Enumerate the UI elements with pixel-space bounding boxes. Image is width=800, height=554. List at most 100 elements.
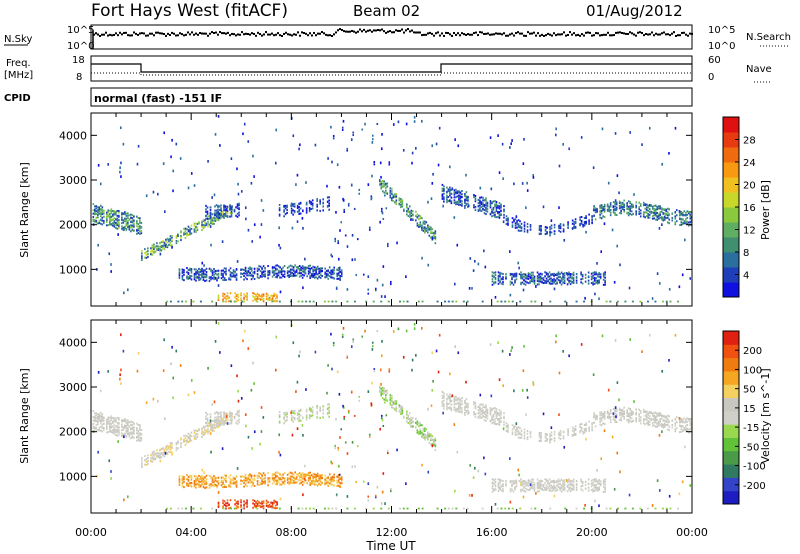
velocity-cell (608, 412, 610, 415)
noise-point (127, 34, 129, 37)
velocity-cell (213, 426, 215, 429)
velocity-cell (540, 436, 542, 439)
velocity-cell (491, 408, 493, 411)
velocity-cell (211, 476, 214, 479)
velocity-cell (632, 419, 635, 422)
velocity-cell (291, 481, 293, 484)
power-cell (229, 204, 231, 207)
velocity-cell (100, 418, 102, 421)
noise-point (103, 33, 105, 36)
power-cell (209, 225, 212, 228)
power-cell (656, 215, 659, 218)
velocity-cell (284, 414, 287, 417)
velocity-cell (594, 425, 597, 428)
power-cell (602, 215, 604, 218)
velocity-cell (433, 443, 435, 446)
noise-point (629, 31, 631, 34)
power-cell (430, 226, 432, 229)
colorbar-tick-label: 4 (743, 271, 749, 282)
power-cell (220, 213, 222, 216)
velocity-cell (127, 423, 129, 426)
velocity-cell (125, 419, 128, 422)
velocity-cell (282, 473, 284, 476)
velocity-cell (162, 451, 164, 454)
power-cell (291, 226, 294, 230)
power-cell (544, 279, 546, 282)
power-cell (184, 230, 187, 233)
velocity-cell (313, 483, 316, 486)
velocity-cell (265, 504, 268, 507)
power-cell (340, 221, 343, 224)
power-cell (668, 222, 671, 225)
velocity-cell (145, 463, 148, 466)
velocity-cell (215, 422, 218, 425)
power-cell (133, 222, 135, 225)
power-cell (225, 278, 227, 281)
power-cell (529, 276, 532, 280)
power-cell (465, 191, 468, 194)
velocity-cell (419, 432, 422, 435)
power-cell (626, 202, 628, 205)
velocity-cell (222, 476, 224, 479)
power-cell (171, 138, 173, 142)
power-cell (335, 287, 338, 290)
velocity-cell (253, 474, 256, 477)
power-cell (558, 226, 560, 229)
power-cell (427, 231, 429, 234)
power-cell (451, 300, 454, 303)
power-cell (278, 203, 281, 206)
velocity-cell (273, 507, 275, 510)
noise-point (413, 31, 415, 34)
velocity-cell (97, 416, 99, 419)
velocity-cell (450, 395, 453, 398)
power-cell (331, 276, 334, 279)
power-cell (137, 144, 140, 148)
power-cell (350, 183, 353, 186)
power-cell (112, 215, 114, 218)
power-cell (569, 283, 572, 286)
power-cell (230, 208, 233, 211)
power-cell (409, 215, 411, 218)
velocity-cell (464, 407, 466, 410)
velocity-cell (224, 412, 227, 415)
velocity-cell (327, 484, 329, 487)
power-cell (208, 276, 211, 279)
velocity-cell (409, 412, 411, 415)
velocity-cell (612, 408, 615, 411)
power-heatmap (92, 115, 692, 303)
velocity-cell (659, 420, 662, 423)
velocity-cell (389, 401, 392, 404)
power-cell (609, 203, 612, 206)
power-cell (453, 196, 456, 199)
velocity-cell (562, 437, 565, 440)
power-cell (594, 218, 597, 221)
velocity-cell (128, 425, 131, 428)
power-cell (286, 271, 289, 274)
power-cell (473, 193, 475, 196)
power-cell (474, 206, 477, 209)
power-cell (110, 210, 113, 213)
power-cell (686, 223, 689, 226)
velocity-cell (215, 411, 218, 414)
power-cell (171, 245, 173, 249)
velocity-cell (602, 414, 604, 417)
power-cell (395, 203, 398, 206)
velocity-cell (450, 407, 453, 410)
power-cell (112, 209, 114, 213)
power-cell (494, 281, 497, 284)
velocity-cell (202, 479, 205, 482)
velocity-cell (210, 483, 212, 486)
power-cell (198, 267, 200, 270)
velocity-cell (277, 472, 280, 475)
velocity-cell (498, 412, 501, 415)
noise-point (601, 34, 603, 37)
power-cell (382, 217, 385, 220)
velocity-cell (443, 392, 445, 395)
power-cell (571, 281, 573, 284)
velocity-cell (315, 480, 317, 483)
velocity-cell (296, 413, 299, 416)
velocity-cell (244, 473, 247, 476)
power-cell (592, 166, 595, 170)
noise-point (497, 32, 499, 35)
